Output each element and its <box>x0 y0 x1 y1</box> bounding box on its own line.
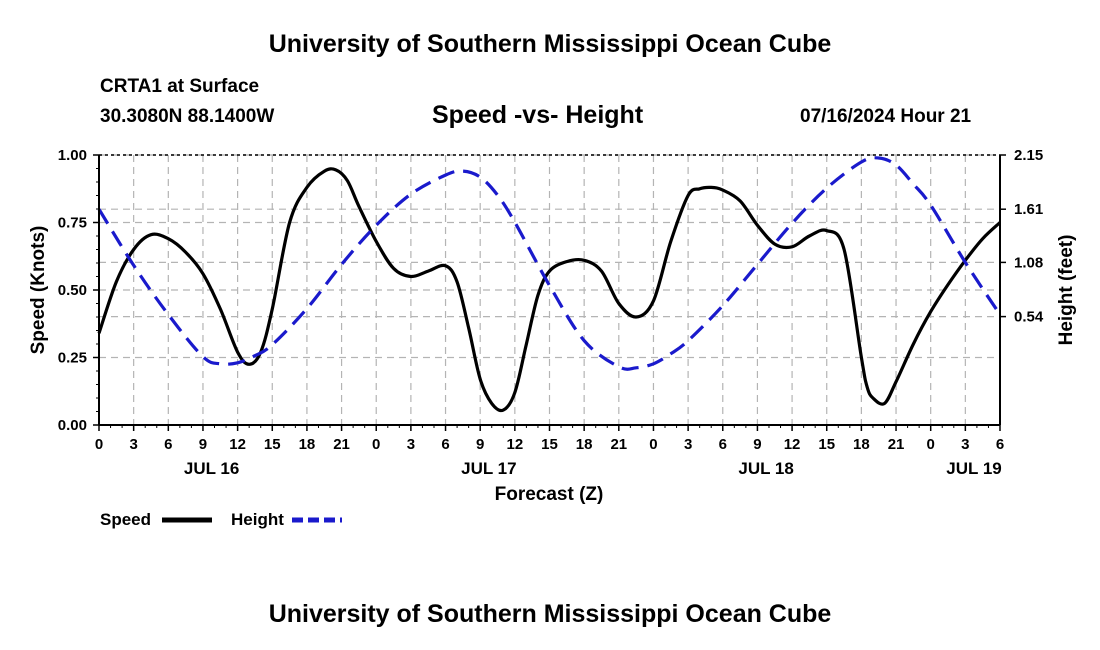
forecast-datetime: 07/16/2024 Hour 21 <box>800 106 972 127</box>
y-axis-label: Speed (Knots) <box>28 226 49 355</box>
x-tick-label: 18 <box>299 436 316 453</box>
date-label: JUL 16 <box>184 459 239 478</box>
y2-tick-label: 1.08 <box>1014 254 1043 271</box>
x-tick-label: 0 <box>927 436 935 453</box>
x-tick-label: 21 <box>333 436 350 453</box>
y-tick-label: 0.50 <box>58 282 87 299</box>
y-tick-label: 0.75 <box>58 215 87 232</box>
x-tick-label: 9 <box>199 436 207 453</box>
axes <box>93 154 1006 431</box>
x-tick-label: 15 <box>818 436 835 453</box>
x-tick-label: 21 <box>888 436 905 453</box>
x-tick-label: 18 <box>576 436 593 453</box>
x-axis-label: Forecast (Z) <box>495 484 604 505</box>
series-lines <box>97 156 1002 413</box>
x-tick-label: 6 <box>996 436 1004 453</box>
y-tick-label: 0.00 <box>58 417 87 434</box>
x-tick-label: 9 <box>753 436 761 453</box>
grid <box>99 154 1000 426</box>
x-tick-label: 3 <box>961 436 969 453</box>
x-tick-label: 3 <box>407 436 415 453</box>
x-tick-label: 0 <box>372 436 380 453</box>
y2-tick-label: 1.61 <box>1014 201 1043 218</box>
y2-tick-label: 2.15 <box>1014 147 1043 164</box>
x-tick-label: 21 <box>610 436 627 453</box>
y-tick-label: 1.00 <box>58 147 87 164</box>
page-title-repeat: University of Southern Mississippi Ocean… <box>268 600 832 628</box>
x-tick-label: 15 <box>264 436 281 453</box>
legend-label-speed: Speed <box>100 510 151 529</box>
x-tick-label: 3 <box>684 436 692 453</box>
date-label: JUL 18 <box>738 459 793 478</box>
x-tick-label: 6 <box>441 436 449 453</box>
date-label: JUL 17 <box>461 459 516 478</box>
legend: Speed Height <box>100 510 342 529</box>
x-tick-label: 0 <box>95 436 103 453</box>
y2-axis-label: Height (feet) <box>1056 235 1077 346</box>
x-tick-label: 18 <box>853 436 870 453</box>
x-tick-label: 12 <box>784 436 801 453</box>
legend-label-height: Height <box>231 510 284 529</box>
x-tick-label: 12 <box>507 436 524 453</box>
chart-title: Speed -vs- Height <box>432 101 644 129</box>
date-label: JUL 19 <box>946 459 1001 478</box>
x-tick-label: 0 <box>649 436 657 453</box>
coordinates-label: 30.3080N 88.1400W <box>100 106 275 127</box>
tick-labels: 0 3 6 9 12 15 18 21 0 3 6 9 12 15 18 21 0 3 6 9 12 15 18 21 0 3 6J… <box>58 147 1044 478</box>
x-tick-label: 6 <box>164 436 172 453</box>
page-title: University of Southern Mississippi Ocean… <box>268 30 832 58</box>
x-tick-label: 12 <box>229 436 246 453</box>
x-tick-label: 6 <box>719 436 727 453</box>
x-tick-label: 3 <box>129 436 137 453</box>
x-tick-label: 9 <box>476 436 484 453</box>
y-tick-label: 0.25 <box>58 350 87 367</box>
y2-tick-label: 0.54 <box>1014 309 1044 326</box>
station-label: CRTA1 at Surface <box>100 76 260 97</box>
x-tick-label: 15 <box>541 436 558 453</box>
